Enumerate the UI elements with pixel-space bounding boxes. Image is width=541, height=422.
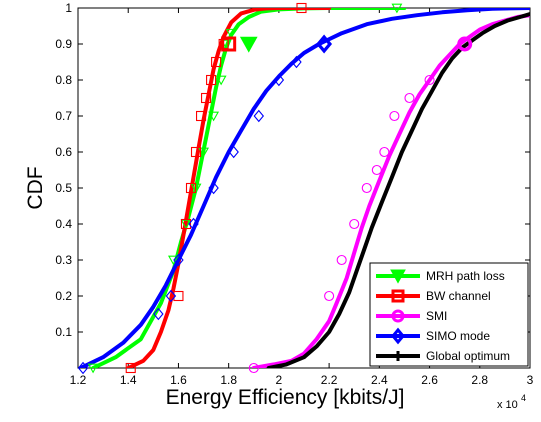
marker-circle — [361, 182, 372, 194]
marker-triangle-down — [239, 36, 258, 53]
x-tick-label: 2.4 — [371, 373, 388, 387]
x-tick-label: 1.4 — [120, 373, 137, 387]
marker-square — [185, 182, 197, 194]
marker-diamond — [165, 289, 177, 303]
legend-entry: Global optimum — [376, 349, 510, 363]
x-tick-label: 1.6 — [170, 373, 187, 387]
marker-circle — [336, 254, 347, 266]
marker-square — [391, 289, 405, 303]
y-tick-label: 0.5 — [55, 181, 72, 195]
x-tick-label: 3 — [527, 373, 534, 387]
x-tick-label: 2.8 — [471, 373, 488, 387]
marker-layer — [77, 2, 473, 375]
legend-entry: SMI — [376, 309, 447, 323]
marker-square — [173, 290, 184, 302]
marker-circle — [391, 309, 405, 323]
series-line-2 — [251, 13, 530, 368]
marker-square — [190, 146, 202, 158]
marker-triangle-down — [167, 255, 179, 266]
x-tick-label: 1.2 — [70, 373, 87, 387]
marker-triangle-down — [390, 269, 406, 284]
marker-triangle-down — [391, 3, 403, 14]
x-tick-label: 2.2 — [321, 373, 338, 387]
marker-triangle-down — [208, 111, 220, 122]
marker-square — [195, 110, 207, 122]
legend: MRH path loss BW channel SMI SIMO mode Globa… — [369, 262, 529, 367]
marker-circle — [324, 290, 335, 302]
marker-circle — [349, 218, 360, 230]
legend-label: BW channel — [426, 289, 491, 303]
marker-circle — [389, 110, 400, 122]
x-tick-label: 1.8 — [220, 373, 237, 387]
y-tick-label: 0.3 — [55, 253, 72, 267]
marker-diamond — [316, 34, 333, 54]
marker-circle — [379, 146, 390, 158]
marker-triangle-down — [225, 28, 237, 39]
series-markers-1 — [125, 2, 307, 374]
marker-diamond — [273, 73, 285, 87]
marker-triangle-down — [87, 363, 99, 374]
series-markers-3 — [77, 34, 333, 375]
y-tick-label: 0.8 — [55, 73, 72, 87]
marker-triangle-down — [180, 219, 192, 230]
marker-circle — [424, 74, 435, 86]
x-multiplier-label: x 10 — [497, 399, 518, 411]
marker-square — [221, 36, 237, 52]
x-axis-label: Energy Efficiency [kbits/J] — [166, 386, 405, 409]
marker-circle — [457, 36, 473, 52]
legend-label: SIMO mode — [426, 329, 490, 343]
marker-square — [201, 92, 212, 104]
marker-diamond — [208, 181, 219, 195]
marker-square — [180, 218, 192, 230]
axis-ticks: 1.2 1.4 1.6 1.8 2 2.2 2.4 2.6 2.8 3 0.1 0.2 0.3 0.4 0.… — [55, 1, 533, 387]
y-tick-label: 0.6 — [55, 145, 72, 159]
marker-triangle-down — [198, 147, 209, 158]
marker-diamond — [253, 109, 265, 123]
x-multiplier-exponent: 4 — [521, 393, 526, 403]
marker-diamond — [291, 55, 302, 69]
y-tick-label: 0.2 — [55, 289, 72, 303]
legend-label: SMI — [426, 309, 447, 323]
marker-circle — [248, 362, 259, 374]
series-layer — [78, 8, 530, 368]
legend-entry: SIMO mode — [376, 327, 490, 345]
y-tick-label: 0.1 — [55, 325, 72, 339]
marker-square — [125, 362, 136, 374]
series-markers-2 — [248, 36, 473, 374]
y-tick-label: 1 — [65, 1, 72, 15]
legend-label: MRH path loss — [426, 269, 505, 283]
legend-entry: MRH path loss — [376, 269, 505, 284]
series-line-3 — [78, 8, 530, 368]
marker-diamond — [77, 361, 89, 375]
y-tick-label: 0.4 — [55, 217, 72, 231]
series-markers-0 — [87, 3, 403, 374]
series-line-1 — [126, 8, 332, 368]
marker-square — [211, 56, 222, 68]
legend-label: Global optimum — [426, 349, 510, 363]
marker-triangle-down — [215, 75, 227, 86]
marker-circle — [371, 164, 382, 176]
y-tick-label: 0.7 — [55, 109, 72, 123]
marker-diamond — [188, 217, 199, 231]
marker-square — [296, 2, 307, 14]
y-axis-label: CDF — [24, 166, 47, 209]
marker-square — [206, 74, 217, 86]
y-tick-label: 0.9 — [55, 37, 72, 51]
x-tick-label: 2.6 — [421, 373, 438, 387]
marker-diamond — [173, 253, 184, 267]
series-line-4 — [266, 12, 530, 368]
marker-diamond — [391, 327, 405, 345]
x-tick-label: 2 — [276, 373, 283, 387]
legend-entry: BW channel — [376, 289, 491, 303]
marker-diamond — [228, 145, 239, 159]
marker-circle — [404, 92, 415, 104]
marker-diamond — [153, 307, 164, 321]
